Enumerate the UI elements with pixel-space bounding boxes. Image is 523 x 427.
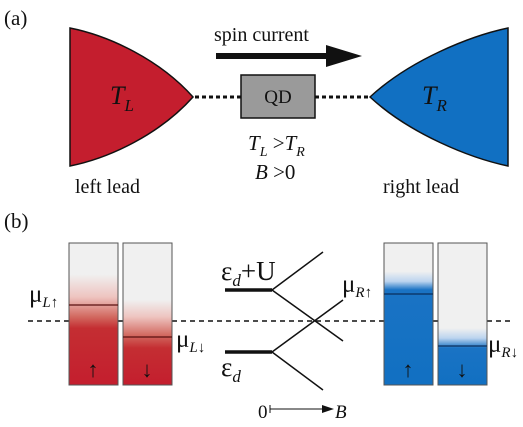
mu-left-down-label: μL↓	[176, 326, 205, 356]
mu-left-up-label: μL↑	[29, 281, 58, 311]
quantum-dot-box	[240, 74, 316, 119]
right-spin-up-column	[383, 242, 434, 386]
field-axis-zero: 0	[258, 402, 268, 423]
upper-level-down-branch	[271, 289, 344, 342]
right-lead-shape	[368, 27, 509, 167]
mu-right-down-label: μR↓	[488, 331, 518, 361]
mu-right-up-label: μR↑	[342, 271, 372, 301]
temperature-condition: TL >TR	[248, 131, 305, 160]
left-lead-shape	[69, 27, 195, 167]
panel-a-label: (a)	[4, 6, 27, 30]
upper-level-up-branch	[271, 251, 324, 291]
right-lead-temperature: TR	[422, 81, 447, 115]
field-axis-label: B	[335, 402, 347, 423]
field-axis-arrow	[269, 405, 334, 413]
left-spin-up-column	[68, 242, 119, 386]
upper-level-label: εd+U	[221, 256, 276, 290]
left-spin-up-arrow: ↑	[88, 357, 99, 382]
spin-current-arrow	[216, 45, 362, 67]
spin-current-label: spin current	[214, 24, 309, 46]
lower-level-label: εd	[221, 352, 241, 386]
left-lead-temperature: TL	[110, 81, 134, 115]
left-spin-down-arrow: ↓	[142, 357, 153, 382]
panel-b-label: (b)	[4, 209, 29, 233]
quantum-dot-label: QD	[264, 87, 291, 108]
right-lead-label: right lead	[383, 176, 459, 198]
dot-level-diagram	[225, 251, 344, 391]
lower-level-up-branch	[271, 299, 344, 353]
right-spin-down-arrow: ↓	[457, 357, 468, 382]
left-lead-label: left lead	[75, 176, 140, 198]
right-spin-up-arrow: ↑	[403, 357, 414, 382]
right-spin-down-column	[437, 242, 488, 386]
lower-level-down-branch	[271, 351, 324, 391]
field-condition: B >0	[255, 160, 295, 184]
left-spin-down-column	[122, 242, 173, 386]
